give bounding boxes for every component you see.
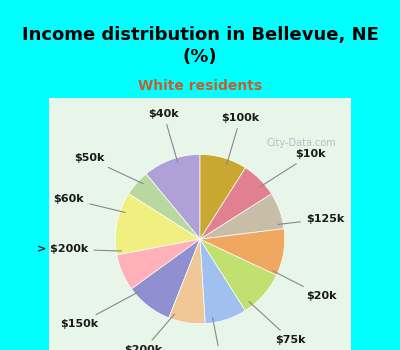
Text: $200k: $200k	[124, 314, 174, 350]
Wedge shape	[200, 239, 277, 310]
Wedge shape	[200, 168, 272, 239]
Text: $75k: $75k	[249, 302, 306, 345]
Text: $10k: $10k	[260, 149, 326, 187]
Wedge shape	[132, 239, 200, 318]
Text: $125k: $125k	[278, 214, 344, 224]
FancyBboxPatch shape	[49, 96, 351, 350]
Wedge shape	[169, 239, 205, 324]
Text: > $200k: > $200k	[37, 244, 122, 254]
Text: $40k: $40k	[148, 109, 179, 163]
Wedge shape	[200, 239, 245, 324]
Text: Income distribution in Bellevue, NE
(%): Income distribution in Bellevue, NE (%)	[22, 26, 378, 66]
Text: White residents: White residents	[138, 79, 262, 93]
Wedge shape	[146, 154, 200, 239]
Wedge shape	[117, 239, 200, 289]
Wedge shape	[115, 194, 200, 255]
Wedge shape	[200, 229, 285, 275]
Text: City-Data.com: City-Data.com	[266, 138, 336, 148]
Text: $30k: $30k	[205, 317, 235, 350]
Text: $150k: $150k	[60, 291, 140, 329]
Wedge shape	[200, 154, 245, 239]
Text: $50k: $50k	[74, 154, 143, 184]
Text: $20k: $20k	[273, 271, 336, 301]
Text: $60k: $60k	[54, 194, 125, 212]
Wedge shape	[200, 194, 284, 239]
Text: $100k: $100k	[221, 113, 259, 164]
Wedge shape	[128, 174, 200, 239]
